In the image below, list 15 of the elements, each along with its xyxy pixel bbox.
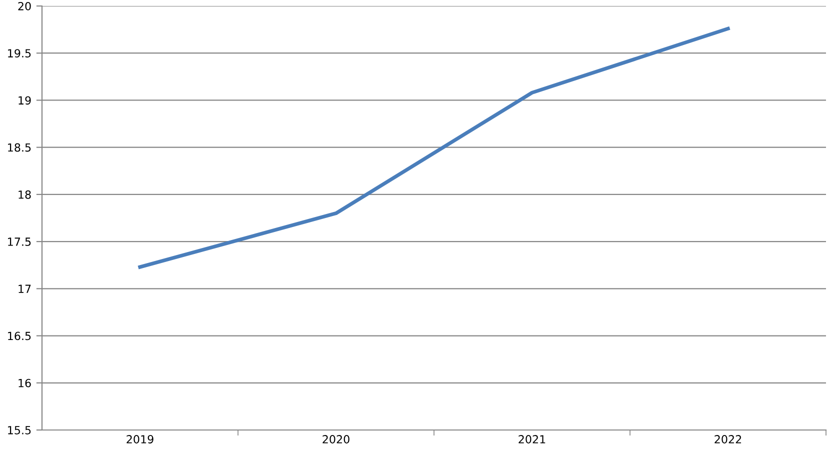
y-tick-label: 18 <box>18 190 31 199</box>
y-tick-label: 18.5 <box>8 143 31 152</box>
y-tick-label: 16.5 <box>8 332 31 340</box>
y-tick-label: 19 <box>18 96 31 105</box>
x-tick-label: 2021 <box>518 435 546 444</box>
x-tick-label: 2020 <box>322 435 350 444</box>
y-tick-label: 19.5 <box>8 49 31 58</box>
x-tick-label: 2019 <box>126 435 154 444</box>
y-tick-label: 17.5 <box>8 238 31 246</box>
y-tick-label: 20 <box>18 2 31 10</box>
y-tick-label: 17 <box>18 284 31 293</box>
y-tick-label: 16 <box>18 378 31 388</box>
line-series <box>138 26 730 269</box>
y-tick-label: 15.5 <box>8 426 31 434</box>
x-tick-label: 2022 <box>714 435 742 444</box>
